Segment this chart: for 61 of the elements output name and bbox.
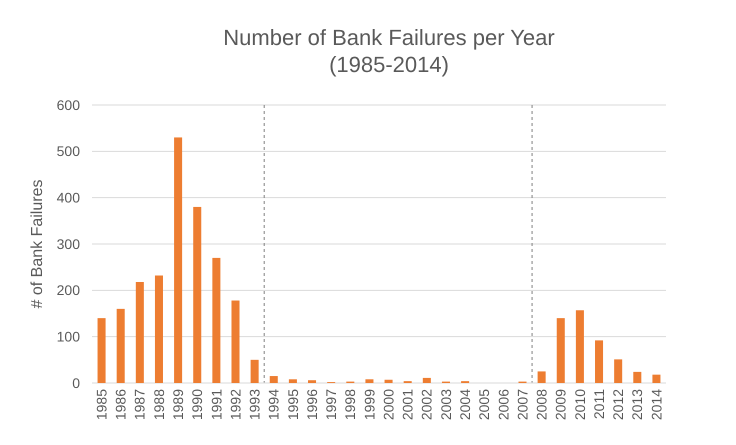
x-tick-label: 1988 xyxy=(150,388,167,420)
x-tick-label: 1995 xyxy=(284,388,301,420)
x-tick-label: 2006 xyxy=(495,388,512,420)
x-tick-label: 2008 xyxy=(534,388,550,420)
x-tick-label: 2009 xyxy=(552,388,569,420)
bar xyxy=(422,378,431,383)
x-tick-label: 2010 xyxy=(572,388,588,420)
x-tick-label: 2012 xyxy=(610,388,626,420)
x-tick-label: 2000 xyxy=(380,388,396,420)
bar xyxy=(231,300,240,383)
y-tick-label: 100 xyxy=(56,328,80,345)
bar xyxy=(288,379,297,383)
y-tick-label: 400 xyxy=(56,190,80,206)
bar xyxy=(576,310,584,383)
x-tick-label: 1985 xyxy=(93,388,110,420)
x-tick-label: 1986 xyxy=(112,388,129,420)
bar xyxy=(250,360,259,383)
bar xyxy=(633,372,642,383)
x-tick-label: 2001 xyxy=(400,388,416,420)
y-axis-title: # of Bank Failures xyxy=(29,180,46,308)
bar xyxy=(116,308,125,383)
x-tick-label: 2002 xyxy=(418,388,435,420)
x-tick-label: 1989 xyxy=(170,388,186,420)
x-tick-label: 1999 xyxy=(361,388,378,420)
bar xyxy=(193,206,202,383)
x-tick-label: 1996 xyxy=(304,388,320,420)
bar xyxy=(365,379,374,383)
bar xyxy=(384,380,393,383)
x-tick-label: 2014 xyxy=(648,388,664,420)
bar xyxy=(308,380,316,383)
x-tick-label: 2004 xyxy=(457,388,473,420)
x-tick-label: 1998 xyxy=(342,388,358,420)
bar xyxy=(270,376,278,383)
x-tick-label: 2003 xyxy=(438,388,454,420)
x-tick-label: 1997 xyxy=(323,388,340,420)
bar xyxy=(174,137,182,383)
x-tick-label: 1991 xyxy=(208,388,224,420)
x-tick-label: 1992 xyxy=(227,388,244,420)
bar xyxy=(595,340,604,383)
x-tick-label: 2013 xyxy=(629,388,646,420)
bar xyxy=(98,318,106,383)
x-tick-label: 1987 xyxy=(132,388,148,420)
bar xyxy=(538,371,546,383)
y-tick-label: 500 xyxy=(56,143,80,160)
chart-title: Number of Bank Failures per Year (1985-2014) xyxy=(223,25,555,77)
bar xyxy=(652,374,660,383)
y-tick-label: 300 xyxy=(56,236,80,252)
x-tick-label: 1993 xyxy=(246,388,263,420)
bar xyxy=(136,282,144,383)
y-tick-label: 0 xyxy=(72,374,80,391)
y-tick-label: 600 xyxy=(56,96,80,113)
x-tick-label: 2011 xyxy=(590,388,607,420)
x-tick-label: 2007 xyxy=(514,388,530,420)
bar xyxy=(556,318,565,383)
bar xyxy=(212,258,220,383)
x-tick-label: 1994 xyxy=(266,388,282,420)
y-tick-label: 200 xyxy=(56,282,80,298)
x-tick-label: 1990 xyxy=(189,388,206,420)
x-tick-label: 2005 xyxy=(476,388,492,420)
bar xyxy=(154,276,163,383)
bar xyxy=(614,359,622,383)
